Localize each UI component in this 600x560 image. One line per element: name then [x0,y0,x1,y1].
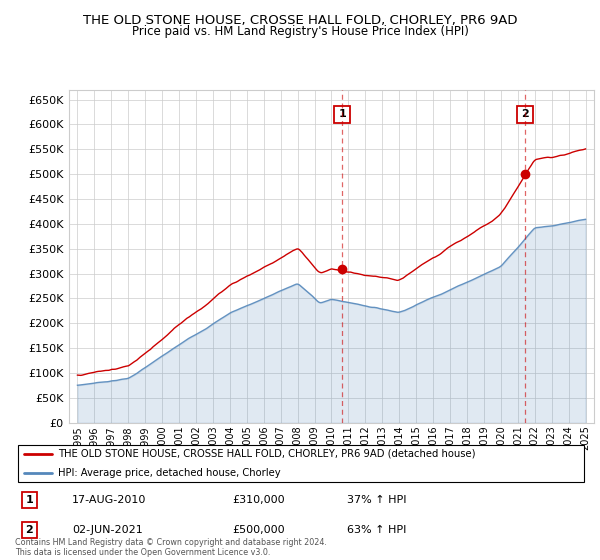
Text: £500,000: £500,000 [233,525,286,535]
Text: THE OLD STONE HOUSE, CROSSE HALL FOLD, CHORLEY, PR6 9AD: THE OLD STONE HOUSE, CROSSE HALL FOLD, C… [83,14,517,27]
Text: Price paid vs. HM Land Registry's House Price Index (HPI): Price paid vs. HM Land Registry's House … [131,25,469,38]
Text: 63% ↑ HPI: 63% ↑ HPI [347,525,407,535]
Text: 17-AUG-2010: 17-AUG-2010 [73,495,146,505]
Text: Contains HM Land Registry data © Crown copyright and database right 2024.
This d: Contains HM Land Registry data © Crown c… [15,538,327,557]
Text: 2: 2 [521,109,529,119]
Text: 1: 1 [338,109,346,119]
Text: 37% ↑ HPI: 37% ↑ HPI [347,495,407,505]
Text: 1: 1 [25,495,33,505]
Text: HPI: Average price, detached house, Chorley: HPI: Average price, detached house, Chor… [58,468,281,478]
Text: THE OLD STONE HOUSE, CROSSE HALL FOLD, CHORLEY, PR6 9AD (detached house): THE OLD STONE HOUSE, CROSSE HALL FOLD, C… [58,449,475,459]
Text: 02-JUN-2021: 02-JUN-2021 [73,525,143,535]
FancyBboxPatch shape [18,445,584,482]
Text: 2: 2 [25,525,33,535]
Text: £310,000: £310,000 [233,495,286,505]
